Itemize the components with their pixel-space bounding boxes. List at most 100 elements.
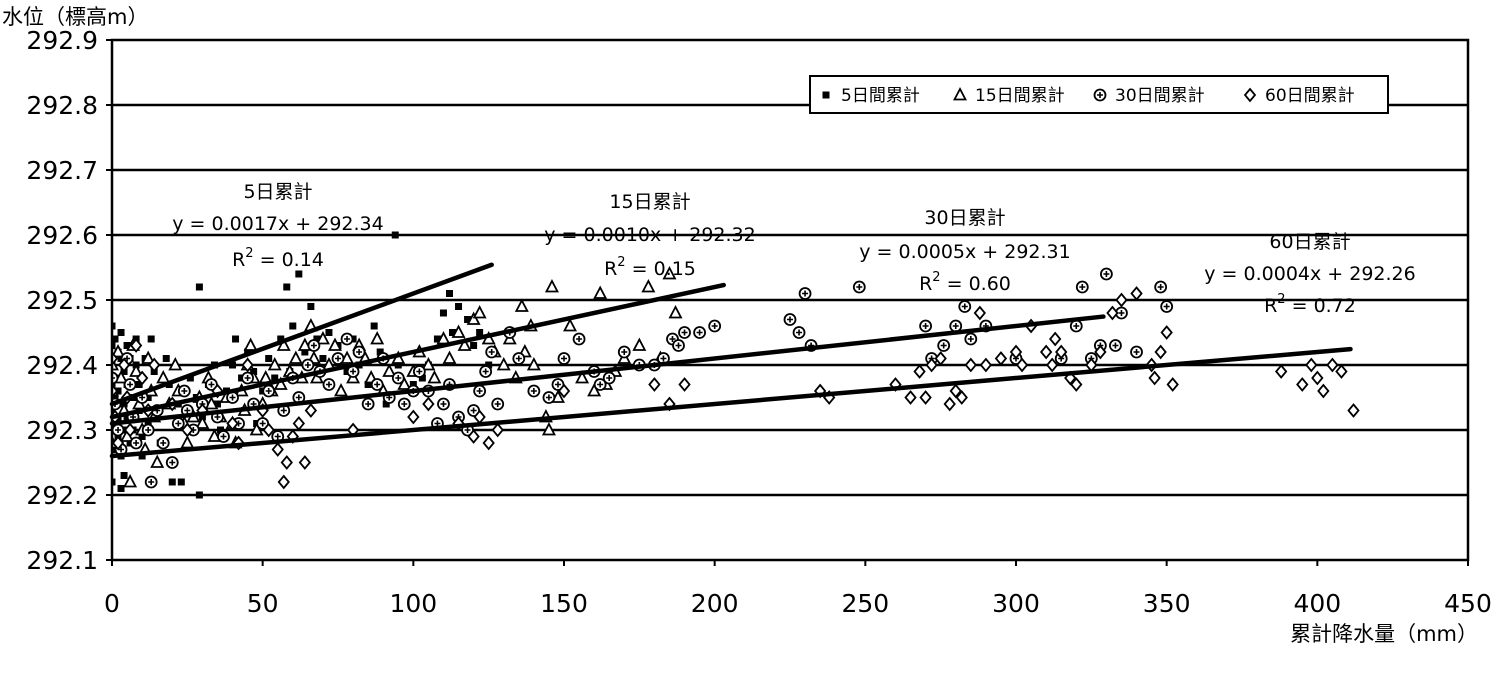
data-point — [276, 337, 291, 351]
data-point — [1070, 377, 1083, 392]
data-point — [1075, 280, 1089, 294]
data-point — [138, 433, 146, 440]
data-point — [1326, 357, 1339, 373]
data-point — [304, 403, 318, 418]
data-point — [783, 313, 797, 326]
y-tick-label: 292.6 — [26, 221, 98, 250]
data-point — [1148, 370, 1161, 386]
data-point — [382, 400, 390, 408]
x-axis-ticks: 0 50 100 150 200 250 300 350 400 450 — [104, 560, 1492, 618]
data-point — [437, 397, 450, 411]
data-point — [315, 331, 330, 345]
data-point — [593, 285, 608, 299]
data-point — [526, 357, 541, 371]
data-point — [135, 370, 149, 386]
y-tick-label: 292.2 — [26, 481, 98, 510]
data-point — [181, 422, 194, 438]
data-point — [557, 383, 571, 399]
data-point — [327, 337, 342, 351]
r2-value: = 0.15 — [626, 258, 696, 280]
data-point — [472, 305, 487, 319]
data-point — [943, 396, 956, 412]
data-point — [1109, 339, 1122, 352]
data-point — [455, 303, 463, 310]
data-point — [527, 384, 541, 398]
annotation-title: 5日累計 — [243, 181, 312, 203]
data-point — [364, 381, 372, 388]
data-point — [340, 332, 354, 346]
data-point — [156, 370, 171, 384]
legend-marker — [1243, 87, 1257, 103]
data-point — [112, 446, 116, 453]
data-point — [277, 335, 285, 343]
data-point — [485, 361, 493, 369]
data-point — [382, 363, 397, 377]
r2-value: = 0.72 — [1286, 295, 1356, 317]
data-point — [973, 305, 987, 321]
data-point — [117, 329, 125, 336]
data-point — [1160, 300, 1174, 313]
data-point — [1094, 344, 1107, 360]
data-point — [156, 436, 170, 450]
x-axis-title: 累計降水量（mm） — [1290, 622, 1478, 646]
data-point — [1296, 377, 1309, 392]
y-tick-label: 292.7 — [26, 156, 98, 185]
r2-prefix: R — [604, 258, 617, 280]
data-point — [407, 409, 420, 425]
data-point — [572, 332, 586, 346]
legend-label: 5日間累計 — [841, 86, 920, 106]
data-point — [226, 391, 239, 404]
data-point — [376, 348, 384, 356]
data-point — [295, 270, 303, 278]
data-point — [1055, 344, 1068, 360]
data-point — [473, 384, 487, 398]
y-tick-label: 292.9 — [26, 26, 98, 55]
y-tick-label: 292.1 — [26, 546, 98, 575]
data-point — [288, 350, 303, 364]
data-point — [662, 266, 677, 280]
data-point — [112, 335, 119, 343]
data-point — [852, 280, 866, 294]
trendline — [109, 262, 494, 407]
data-point — [177, 478, 185, 486]
data-point — [1049, 331, 1062, 347]
data-point — [226, 416, 239, 431]
x-tick-label: 250 — [841, 589, 889, 618]
data-point — [112, 371, 119, 385]
data-point — [262, 422, 275, 438]
x-tick-label: 400 — [1293, 589, 1341, 618]
data-point — [165, 456, 179, 469]
data-point — [563, 318, 578, 332]
data-point — [919, 319, 932, 333]
data-point — [587, 383, 602, 397]
data-point — [120, 472, 128, 479]
y-axis-ticks: 292.1 292.2 292.3 292.4 292.5 292.6 292.7 292.8… — [26, 26, 112, 575]
data-point — [141, 423, 155, 437]
data-point — [265, 355, 273, 362]
data-point — [135, 381, 143, 388]
data-point — [693, 326, 706, 339]
annotation-equation: y = 0.0004x + 292.26 — [1204, 263, 1415, 285]
data-point — [123, 474, 138, 488]
data-point — [1154, 344, 1167, 360]
data-point — [129, 338, 143, 353]
data-point — [1045, 357, 1059, 373]
data-point — [632, 337, 647, 351]
data-point — [213, 400, 221, 408]
data-point — [243, 337, 258, 351]
data-point — [1015, 357, 1029, 373]
data-point — [195, 491, 203, 499]
data-point — [301, 358, 315, 372]
data-point — [439, 309, 447, 317]
y-axis-title: 水位（標高m） — [2, 5, 148, 29]
data-point — [449, 329, 457, 336]
trendline — [109, 314, 1106, 426]
data-point — [575, 370, 590, 384]
data-point — [457, 337, 472, 351]
data-point — [144, 475, 158, 489]
data-point — [129, 363, 144, 377]
data-point — [112, 435, 125, 451]
data-point — [361, 397, 375, 411]
data-point — [144, 420, 152, 427]
data-point — [307, 303, 315, 310]
